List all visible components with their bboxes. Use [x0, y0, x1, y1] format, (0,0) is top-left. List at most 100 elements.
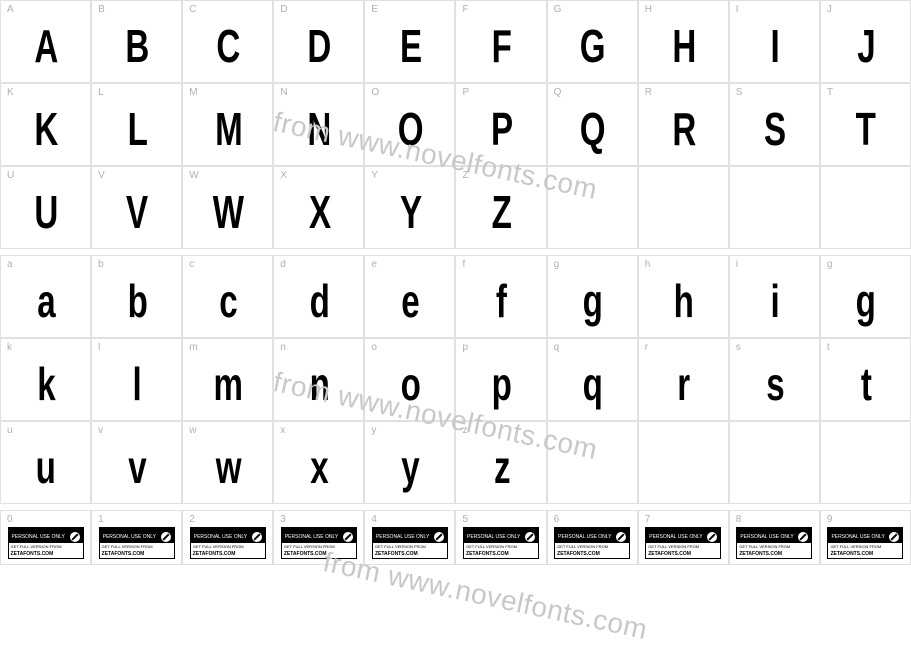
glyph: b: [127, 278, 146, 324]
glyph: c: [219, 278, 236, 324]
cell-Q: QQ: [547, 83, 638, 166]
cell-i: ii: [729, 255, 820, 338]
zetafonts-logo-icon: [616, 532, 626, 542]
cell-o: oo: [364, 338, 455, 421]
badge-top-text: PERSONAL USE ONLY: [285, 534, 338, 540]
glyph: A: [34, 23, 56, 69]
badge-top-text: PERSONAL USE ONLY: [103, 534, 156, 540]
glyph: Z: [492, 189, 511, 235]
glyph: V: [126, 189, 147, 235]
cell-label: V: [98, 170, 105, 181]
cell-label: D: [280, 4, 287, 15]
cell-label: 9: [827, 514, 833, 525]
glyph: s: [766, 361, 783, 407]
cell-label: p: [462, 342, 468, 353]
badge-mid-text: GET FULL VERSION FROM: [463, 543, 539, 550]
cell-4: 4PERSONAL USE ONLYGET FULL VERSION FROMZ…: [364, 510, 455, 565]
zetafonts-badge: PERSONAL USE ONLYGET FULL VERSION FROMZE…: [281, 527, 357, 559]
cell-m: mm: [182, 338, 273, 421]
glyph: P: [491, 106, 512, 152]
glyph: T: [856, 106, 875, 152]
cell-label: R: [645, 87, 652, 98]
badge-mid-text: GET FULL VERSION FROM: [827, 543, 903, 550]
badge-top-text: PERSONAL USE ONLY: [831, 534, 884, 540]
cell-f: ff: [455, 255, 546, 338]
badge-mid-text: GET FULL VERSION FROM: [736, 543, 812, 550]
cell-M: MM: [182, 83, 273, 166]
glyph: g: [583, 278, 602, 324]
zetafonts-logo-icon: [70, 532, 80, 542]
badge-top-text: PERSONAL USE ONLY: [649, 534, 702, 540]
cell-g: gg: [547, 255, 638, 338]
cell-label: I: [736, 4, 739, 15]
cell-Y: YY: [364, 166, 455, 249]
glyph: t: [861, 361, 871, 407]
cell-x: xx: [273, 421, 364, 504]
cell-empty: [820, 166, 911, 249]
cell-label: B: [98, 4, 105, 15]
cell-label: i: [736, 259, 738, 270]
cell-label: n: [280, 342, 286, 353]
cell-label: m: [189, 342, 197, 353]
cell-b: bb: [91, 255, 182, 338]
cell-label: g: [554, 259, 560, 270]
cell-empty: [547, 421, 638, 504]
glyph: h: [674, 278, 693, 324]
cell-label: v: [98, 425, 103, 436]
glyph: F: [492, 23, 511, 69]
cell-label: Z: [462, 170, 468, 181]
cell-label: A: [7, 4, 14, 15]
glyph: Q: [580, 106, 604, 152]
cell-label: M: [189, 87, 197, 98]
zetafonts-badge: PERSONAL USE ONLYGET FULL VERSION FROMZE…: [736, 527, 812, 559]
badge-bot-text: ZETAFONTS.COM: [8, 550, 84, 559]
cell-label: 2: [189, 514, 195, 525]
cell-S: SS: [729, 83, 820, 166]
glyph: o: [401, 361, 420, 407]
glyph: q: [583, 361, 602, 407]
cell-B: BB: [91, 0, 182, 83]
cell-label: u: [7, 425, 13, 436]
cell-label: 1: [98, 514, 104, 525]
cell-2: 2PERSONAL USE ONLYGET FULL VERSION FROMZ…: [182, 510, 273, 565]
zetafonts-logo-icon: [889, 532, 899, 542]
cell-q: qq: [547, 338, 638, 421]
badge-top-text: PERSONAL USE ONLY: [558, 534, 611, 540]
cell-label: t: [827, 342, 830, 353]
zetafonts-badge: PERSONAL USE ONLYGET FULL VERSION FROMZE…: [827, 527, 903, 559]
glyph: Y: [400, 189, 421, 235]
cell-label: 7: [645, 514, 651, 525]
glyph: E: [400, 23, 421, 69]
cell-Z: ZZ: [455, 166, 546, 249]
cell-label: h: [645, 259, 651, 270]
glyph: X: [309, 189, 330, 235]
cell-label: H: [645, 4, 652, 15]
cell-empty: [547, 166, 638, 249]
cell-label: o: [371, 342, 377, 353]
cell-U: UU: [0, 166, 91, 249]
badge-mid-text: GET FULL VERSION FROM: [8, 543, 84, 550]
cell-z: zz: [455, 421, 546, 504]
cell-k: kk: [0, 338, 91, 421]
cell-X: XX: [273, 166, 364, 249]
cell-label: 8: [736, 514, 742, 525]
cell-label: 4: [371, 514, 377, 525]
cell-label: E: [371, 4, 378, 15]
cell-label: 6: [554, 514, 560, 525]
cell-R: RR: [638, 83, 729, 166]
zetafonts-logo-icon: [707, 532, 717, 542]
glyph: S: [764, 106, 785, 152]
glyph: J: [857, 23, 874, 69]
cell-L: LL: [91, 83, 182, 166]
zetafonts-badge: PERSONAL USE ONLYGET FULL VERSION FROMZE…: [99, 527, 175, 559]
zetafonts-logo-icon: [434, 532, 444, 542]
glyph: p: [492, 361, 511, 407]
cell-6: 6 PERSONAL USE ONLYGET FULL VERSION FROMZ…: [547, 510, 638, 565]
cell-n: nn: [273, 338, 364, 421]
cell-label: P: [462, 87, 469, 98]
glyph: L: [127, 106, 146, 152]
zetafonts-badge: PERSONAL USE ONLYGET FULL VERSION FROMZE…: [554, 527, 630, 559]
cell-label: r: [645, 342, 648, 353]
cell-label: a: [7, 259, 13, 270]
glyph: l: [133, 361, 141, 407]
